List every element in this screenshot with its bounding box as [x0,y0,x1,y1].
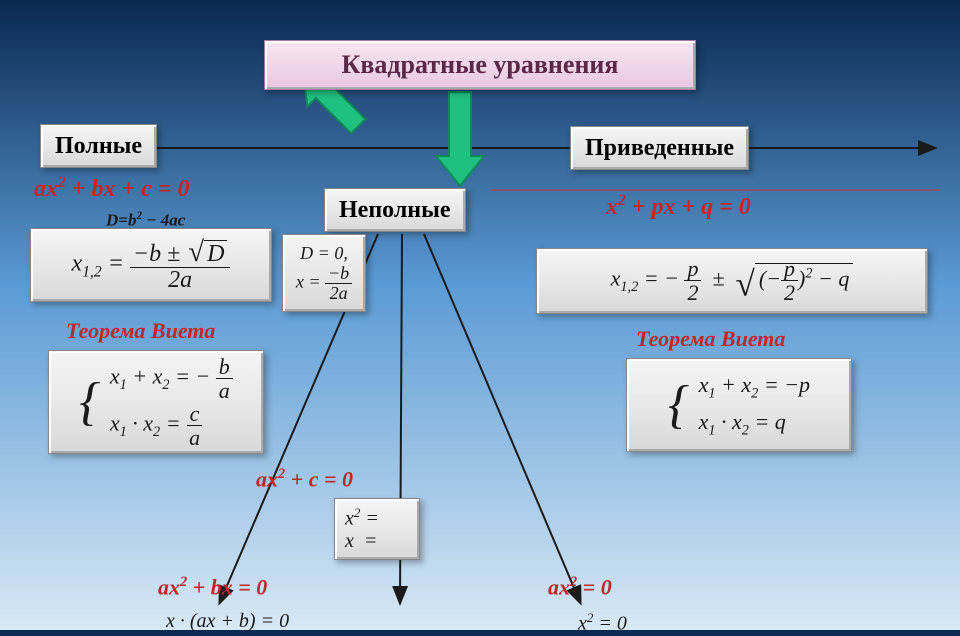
full-equation: ax2 + bx + c = 0 [34,174,189,203]
incomplete-c-sol-box: x2 = x = [334,498,420,560]
incomplete-label-box: Неполные [324,188,466,232]
reduced-equation: x2 + px + q = 0 [606,192,751,221]
incomplete-label: Неполные [339,197,451,224]
vieta-left-box: { x1 + x2 = − ba x1 · x2 = ca [48,350,264,454]
inc-c-sol2: x = [345,530,377,553]
x12-reduced-box: x1,2 = − p2 ± √(−p2)2 − q [536,248,928,314]
diagram-arrows [0,0,960,630]
title-box: Квадратные уравнения [264,40,696,90]
d-zero-line1: D = 0, [300,243,348,264]
x12-reduced-formula: x1,2 = − p2 ± √(−p2)2 − q [611,257,854,304]
reduced-label-box: Приведенные [570,126,749,170]
incomplete-c-eq: ax2 + c = 0 [256,466,353,492]
incomplete-bx-eq: ax2 + bx = 0 [158,574,267,600]
inc-a-sol: x2 = 0 [578,610,627,636]
x12-full-formula: x1,2 = −b ± D 2a [72,237,231,293]
title-text: Квадратные уравнения [342,50,619,80]
full-label: Полные [55,133,142,160]
incomplete-a-eq: ax2 = 0 [548,574,612,600]
vieta-label-right: Теорема Виета [636,326,785,352]
x12-full-box: x1,2 = −b ± D 2a [30,228,272,302]
inc-c-sol1: x2 = [345,505,379,531]
d-zero-box: D = 0, x = −b2a [282,234,366,312]
vieta-left-formula: { x1 + x2 = − ba x1 · x2 = ca [79,355,233,449]
vieta-label-left: Теорема Виета [66,318,215,344]
reduced-label: Приведенные [585,135,734,162]
vieta-right-formula: { x1 + x2 = −p x1 · x2 = q [668,368,810,442]
full-label-box: Полные [40,124,157,168]
vieta-right-box: { x1 + x2 = −p x1 · x2 = q [626,358,852,452]
d-zero-line2: x = −b2a [296,264,352,303]
